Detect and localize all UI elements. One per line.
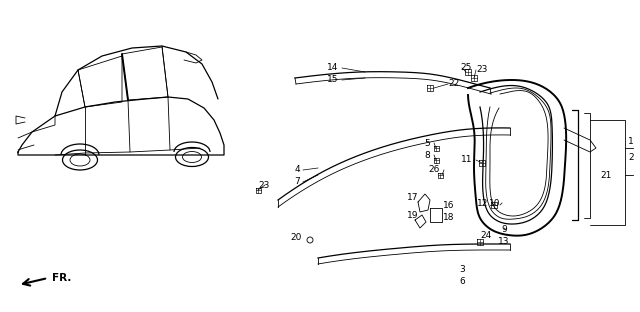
Text: 23: 23 — [476, 66, 488, 75]
Text: 24: 24 — [480, 232, 492, 241]
Text: 20: 20 — [291, 233, 302, 242]
Text: 25: 25 — [460, 64, 472, 72]
Text: 11: 11 — [461, 155, 472, 164]
Text: 23: 23 — [258, 181, 269, 189]
Text: 18: 18 — [443, 213, 454, 222]
Text: 8: 8 — [424, 150, 430, 159]
Text: 3: 3 — [459, 266, 465, 275]
Text: FR.: FR. — [52, 273, 72, 283]
Text: 22: 22 — [448, 80, 460, 89]
Text: 12: 12 — [477, 198, 488, 207]
Text: 21: 21 — [600, 170, 611, 179]
Text: 10: 10 — [488, 198, 500, 207]
Text: 4: 4 — [294, 165, 300, 174]
Text: 14: 14 — [326, 64, 338, 72]
Text: 7: 7 — [294, 178, 300, 187]
Text: 5: 5 — [424, 139, 430, 148]
Text: 13: 13 — [499, 237, 509, 246]
Text: 1: 1 — [628, 138, 634, 147]
Text: 19: 19 — [406, 211, 418, 220]
Text: 16: 16 — [443, 202, 454, 211]
Text: 26: 26 — [429, 165, 440, 174]
Text: 15: 15 — [326, 76, 338, 85]
Text: 17: 17 — [406, 193, 418, 202]
Text: 9: 9 — [501, 226, 507, 235]
Text: 2: 2 — [628, 154, 634, 163]
Text: 6: 6 — [459, 277, 465, 286]
